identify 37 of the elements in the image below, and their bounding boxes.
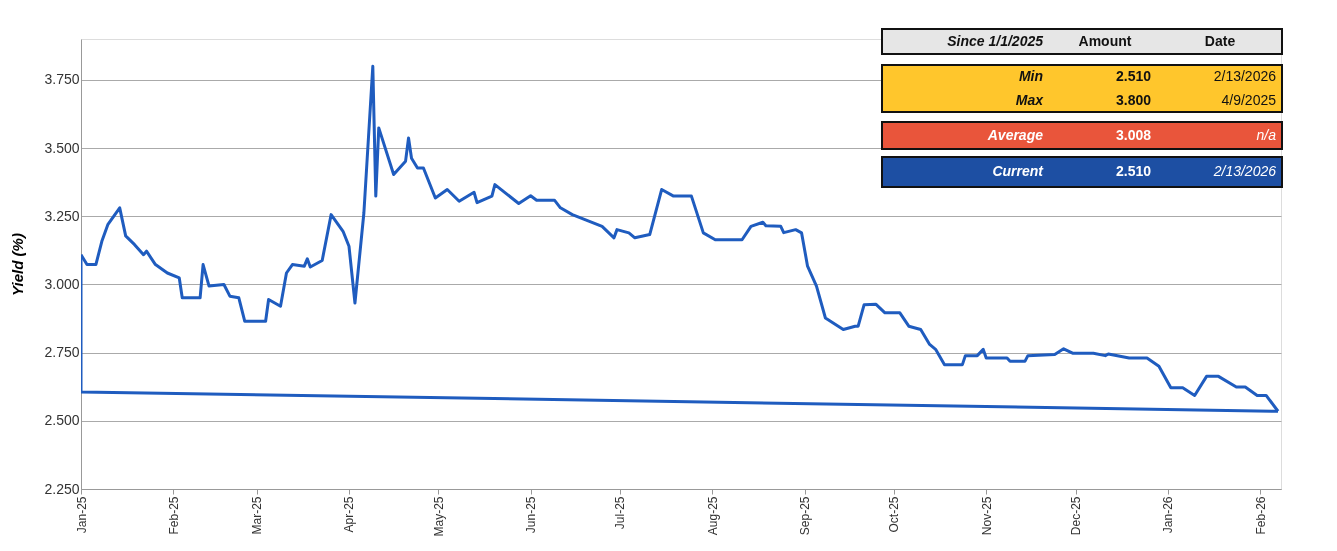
annotation: 2/13/2026 <box>1212 163 1277 179</box>
annotation: n/a <box>1256 127 1277 143</box>
y-tick-label: 3.500 <box>44 139 80 156</box>
y-tick-label: 2.250 <box>44 480 80 497</box>
annotation: 3.008 <box>1115 127 1152 143</box>
y-tick-label: 2.500 <box>44 412 80 429</box>
annotation: 2.510 <box>1115 68 1152 84</box>
x-tick-label: Feb-26 <box>1253 496 1268 535</box>
annotation: Amount <box>1078 33 1132 49</box>
x-tick-label: May-25 <box>431 496 446 537</box>
y-tick-label: 3.750 <box>44 71 80 88</box>
annotation: Max <box>1015 92 1045 108</box>
annotation: Average <box>986 127 1044 143</box>
annotation: 4/9/2025 <box>1221 92 1277 108</box>
x-tick-label: Feb-25 <box>166 496 181 535</box>
x-tick-label: Jun-25 <box>524 496 539 534</box>
y-tick-label: 3.250 <box>44 207 80 224</box>
x-tick-label: Jan-26 <box>1161 496 1176 534</box>
x-tick-label: Sep-25 <box>798 496 813 536</box>
annotation: Min <box>1018 68 1043 84</box>
x-tick-label: Jul-25 <box>613 496 628 530</box>
x-tick-label: Jan-25 <box>74 496 89 534</box>
annotation: 3.800 <box>1115 92 1152 108</box>
y-axis-title: Yield (%) <box>9 233 27 296</box>
annotation: 2.510 <box>1115 163 1152 179</box>
annotation: Current <box>992 163 1045 179</box>
x-tick-label: Mar-25 <box>250 496 265 535</box>
x-tick-label: Apr-25 <box>342 496 357 533</box>
annotation: Since 1/1/2025 <box>947 33 1044 49</box>
annotation: Date <box>1204 33 1236 49</box>
x-tick-label: Aug-25 <box>705 496 720 536</box>
annotation: 2/13/2026 <box>1213 68 1277 84</box>
x-tick-label: Nov-25 <box>979 496 994 536</box>
y-tick-label: 3.000 <box>44 275 80 292</box>
y-tick-label: 2.750 <box>44 344 80 361</box>
x-tick-label: Dec-25 <box>1069 496 1084 536</box>
x-tick-label: Oct-25 <box>887 496 902 533</box>
